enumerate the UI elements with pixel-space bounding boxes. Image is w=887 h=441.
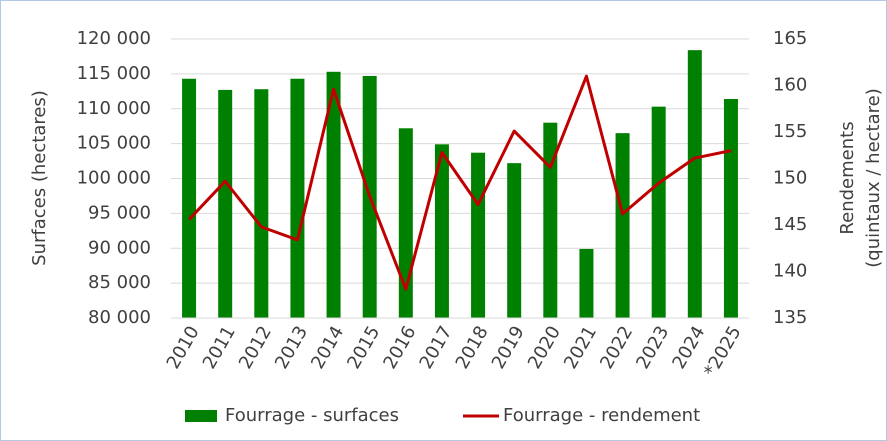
y2-tick-label: 135 (773, 307, 807, 328)
bar (651, 106, 666, 318)
legend-label: Fourrage - surfaces (225, 405, 399, 426)
line (187, 74, 732, 291)
y-tick-label: 110 000 (77, 98, 151, 119)
y2-tick-label: 140 (773, 261, 807, 282)
y2-tick-label: 160 (773, 75, 807, 96)
y2-axis-label: (quintaux / hectare) (863, 88, 884, 268)
bar (471, 152, 486, 318)
bar (615, 133, 630, 318)
bar (543, 122, 558, 318)
y-tick-label: 105 000 (77, 133, 151, 154)
y-tick-label: 90 000 (88, 237, 151, 258)
bar (687, 50, 702, 318)
y2-tick-label: 150 (773, 168, 807, 189)
y-tick-label: 120 000 (77, 28, 151, 49)
bar (254, 89, 269, 318)
y2-tick-label: 165 (773, 28, 807, 49)
y-tick-label: 95 000 (88, 202, 151, 223)
y2-tick-label: 155 (773, 121, 807, 142)
bar (182, 78, 197, 318)
y-tick-label: 115 000 (77, 63, 151, 84)
y-tick-label: 85 000 (88, 272, 151, 293)
legend-swatch (185, 410, 217, 422)
y-tick-label: 100 000 (77, 168, 151, 189)
bar (723, 98, 738, 318)
bar (218, 89, 233, 318)
y-tick-label: 80 000 (88, 307, 151, 328)
bar (579, 248, 594, 318)
legend-label: Fourrage - rendement (503, 405, 700, 426)
y2-tick-label: 145 (773, 214, 807, 235)
bar (507, 163, 522, 318)
bar (290, 78, 305, 318)
bar (434, 144, 449, 318)
bar (326, 71, 341, 318)
y2-axis-label: Rendements (837, 121, 858, 234)
y-axis-label: Surfaces (hectares) (29, 90, 50, 266)
